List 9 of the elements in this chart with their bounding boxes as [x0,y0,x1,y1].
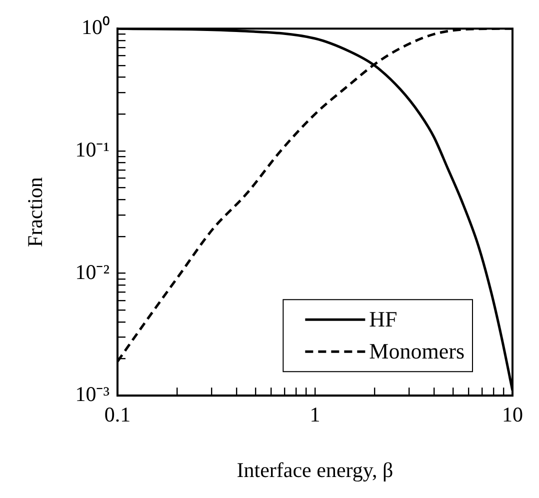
x-axis-title: Interface energy, β [236,458,394,482]
legend-label: HF [369,306,398,332]
x-tick-label: 10 [502,402,523,427]
y-tick-label: 10⁻² [75,260,110,284]
y-axis-title: Fraction [23,176,48,248]
legend-label: Monomers [369,338,464,364]
y-tick-label: 10⁻¹ [75,137,110,162]
y-tick-label: 10⁰ [81,15,110,40]
x-tick-label: 1 [310,402,320,427]
